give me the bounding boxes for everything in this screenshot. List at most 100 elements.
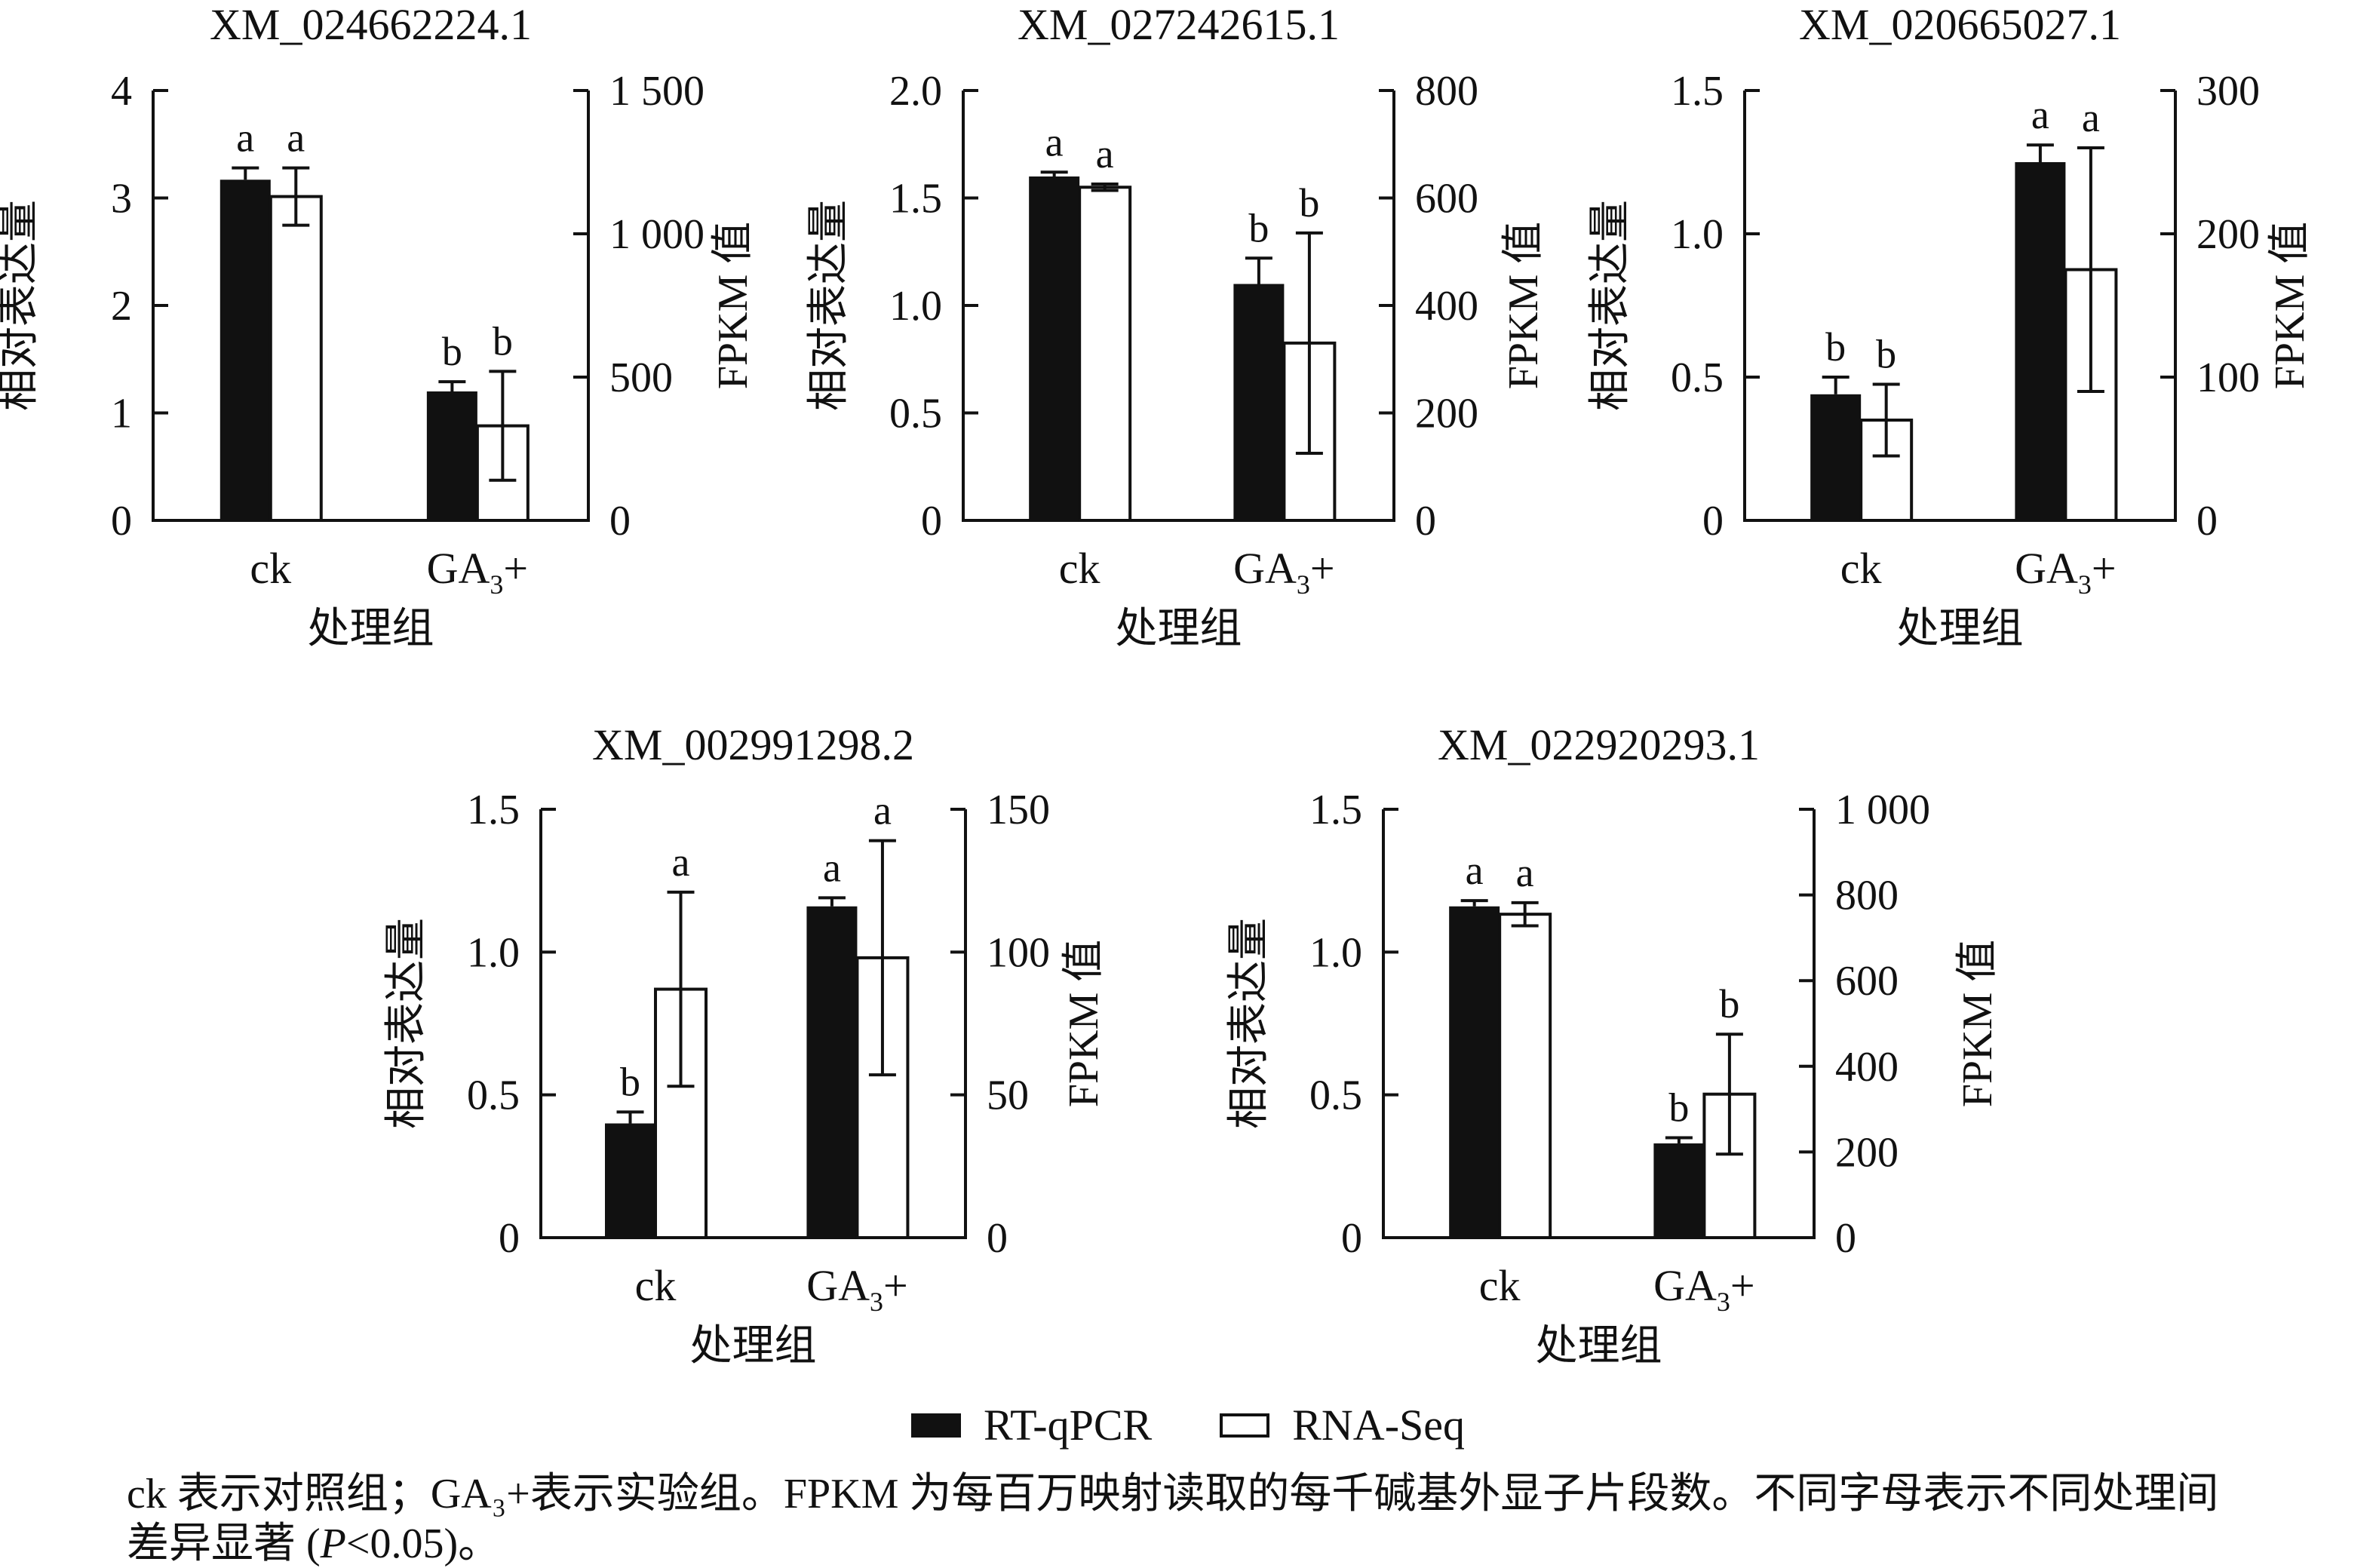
bar-rna-seq-ck xyxy=(1498,913,1552,1240)
y-axis-left-tick-label: 1.0 xyxy=(1671,211,1724,258)
y-axis-right-tick-label: 800 xyxy=(1835,873,1899,919)
chart-title: XM_020665027.1 xyxy=(1799,0,2121,49)
chart-title: XM_022920293.1 xyxy=(1438,720,1760,769)
rna-seq-swatch-icon xyxy=(1220,1413,1270,1438)
legend-label-rnaseq: RNA-Seq xyxy=(1292,1401,1466,1450)
y-axis-right-title: FPKM 值 xyxy=(2267,222,2313,390)
sig-letter: a xyxy=(1045,119,1064,164)
y-axis-right-title: FPKM 值 xyxy=(1500,222,1547,390)
legend-item-rtqpcr: RT-qPCR xyxy=(910,1400,1153,1450)
legend: RT-qPCR RNA-Seq xyxy=(0,1400,2376,1450)
y-axis-right-title: FPKM 值 xyxy=(1061,940,1107,1108)
sig-letter: b xyxy=(1299,180,1319,226)
y-axis-right-tick-label: 150 xyxy=(987,787,1050,833)
x-axis-title: 处理组 xyxy=(1897,606,2024,652)
caption-line2-suffix: <0.05)。 xyxy=(345,1520,501,1567)
bar-rt-qpcr-ga3 xyxy=(806,906,858,1238)
x-category-label: GA3+ xyxy=(2015,544,2116,600)
y-axis-left-tick-label: 0.5 xyxy=(467,1072,520,1119)
chart-title: XM_024662224.1 xyxy=(210,0,532,49)
sig-letter: b xyxy=(442,329,462,374)
bar-rt-qpcr-ck xyxy=(1029,176,1080,520)
y-axis-left-title: 相对表达量 xyxy=(1587,200,1634,411)
y-axis-left-tick-label: 0 xyxy=(921,498,942,545)
y-axis-left-tick-label: 0 xyxy=(499,1215,520,1262)
y-axis-right-tick-label: 400 xyxy=(1415,283,1478,330)
sig-letter: a xyxy=(873,788,892,833)
sig-letter: a xyxy=(1096,131,1114,176)
x-category-label: GA3+ xyxy=(1233,544,1334,600)
bar-rt-qpcr-ck xyxy=(1810,394,1862,520)
caption-line2-prefix: 差异显著 ( xyxy=(127,1520,321,1567)
y-axis-right-tick-label: 400 xyxy=(1835,1044,1899,1091)
y-axis-left-tick-label: 1.5 xyxy=(889,176,942,222)
y-axis-left-tick-label: 1.5 xyxy=(467,787,520,833)
y-axis-left-tick-label: 2.0 xyxy=(889,68,942,115)
bar-rt-qpcr-ga3 xyxy=(1653,1143,1705,1238)
bar-rna-seq-ck xyxy=(1078,186,1132,522)
bar-rt-qpcr-ga3 xyxy=(1233,284,1285,520)
caption-line-1: ck 表示对照组；GA₃+表示实验组。FPKM 为每百万映射读取的每千碱基外显子… xyxy=(127,1471,2219,1517)
y-axis-left-tick-label: 2 xyxy=(111,283,132,330)
x-category-label: GA3+ xyxy=(806,1261,907,1317)
y-axis-right-tick-label: 500 xyxy=(609,354,673,401)
sig-letter: a xyxy=(672,839,690,885)
y-axis-left-tick-label: 0.5 xyxy=(889,391,942,437)
y-axis-right-tick-label: 200 xyxy=(1835,1129,1899,1176)
y-axis-right-title: FPKM 值 xyxy=(1954,940,2001,1108)
x-category-label: ck xyxy=(1479,1261,1521,1310)
y-axis-right-tick-label: 50 xyxy=(987,1072,1029,1119)
y-axis-left-tick-label: 1.5 xyxy=(1671,68,1724,115)
y-axis-right-tick-label: 100 xyxy=(2196,354,2260,401)
legend-label-rtqpcr: RT-qPCR xyxy=(983,1401,1153,1450)
bar-rt-qpcr-ga3 xyxy=(426,391,477,520)
sig-letter: a xyxy=(2082,95,2100,140)
y-axis-left-tick-label: 1.0 xyxy=(889,283,942,330)
x-category-label: GA3+ xyxy=(1653,1261,1754,1317)
sig-letter: b xyxy=(1719,981,1739,1026)
caption-line2-pvalue-symbol: P xyxy=(320,1520,346,1567)
y-axis-left-tick-label: 3 xyxy=(111,176,132,222)
sig-letter: b xyxy=(1876,332,1896,377)
x-category-label: ck xyxy=(1840,544,1882,593)
y-axis-left-tick-label: 4 xyxy=(111,68,132,115)
y-axis-left-tick-label: 1 xyxy=(111,391,132,437)
sig-letter: b xyxy=(493,318,513,364)
y-axis-left-tick-label: 0 xyxy=(1702,498,1724,545)
chart-title: XM_027242615.1 xyxy=(1018,0,1340,49)
y-axis-left-tick-label: 0 xyxy=(1341,1215,1362,1262)
y-axis-right-tick-label: 0 xyxy=(609,498,631,545)
sig-letter: a xyxy=(1516,850,1534,895)
bar-rt-qpcr-ga3 xyxy=(2015,162,2066,520)
y-axis-right-tick-label: 600 xyxy=(1415,176,1478,222)
y-axis-left-tick-label: 1.0 xyxy=(1309,929,1362,976)
x-category-label: ck xyxy=(250,544,291,593)
y-axis-left-tick-label: 0.5 xyxy=(1309,1072,1362,1119)
sig-letter: b xyxy=(620,1059,640,1104)
y-axis-right-tick-label: 100 xyxy=(987,929,1050,976)
x-axis-title: 处理组 xyxy=(690,1323,817,1370)
y-axis-left-title: 相对表达量 xyxy=(806,200,852,411)
x-axis-title: 处理组 xyxy=(1536,1323,1662,1370)
figure-caption: ck 表示对照组；GA₃+表示实验组。FPKM 为每百万映射读取的每千碱基外显子… xyxy=(127,1469,2299,1568)
bar-rna-seq-ck xyxy=(269,195,323,522)
y-axis-left-title: 相对表达量 xyxy=(0,200,42,411)
rt-qpcr-swatch-icon xyxy=(910,1413,961,1438)
y-axis-right-tick-label: 1 500 xyxy=(609,68,705,115)
sig-letter: a xyxy=(287,115,305,161)
sig-letter: a xyxy=(236,115,254,161)
sig-letter: a xyxy=(823,845,841,890)
x-category-label: ck xyxy=(1059,544,1101,593)
sig-letter: b xyxy=(1248,205,1269,250)
y-axis-left-title: 相对表达量 xyxy=(383,918,430,1129)
x-axis-title: 处理组 xyxy=(308,606,434,652)
sig-letter: a xyxy=(1466,848,1484,893)
x-category-label: GA3+ xyxy=(427,544,528,600)
sig-letter: a xyxy=(2031,92,2049,137)
y-axis-right-tick-label: 200 xyxy=(2196,211,2260,258)
y-axis-right-tick-label: 300 xyxy=(2196,68,2260,115)
y-axis-right-tick-label: 0 xyxy=(2196,498,2218,545)
y-axis-left-tick-label: 1.5 xyxy=(1309,787,1362,833)
